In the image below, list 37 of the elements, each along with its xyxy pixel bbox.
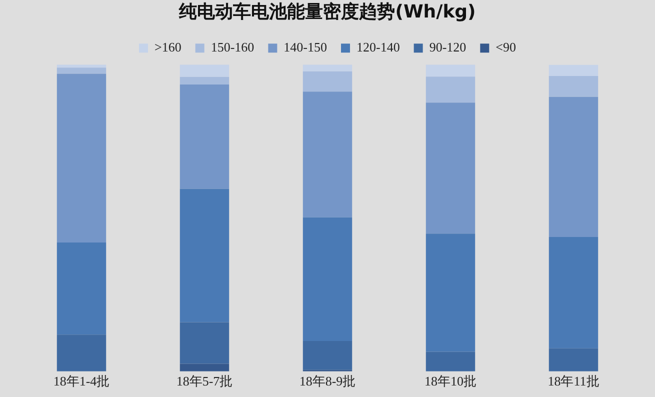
bar (548, 96, 598, 238)
legend-label: 90-120 (429, 40, 466, 55)
legend-label: 120-140 (356, 40, 400, 55)
bar (302, 341, 352, 370)
x-tick-label: 18年11批 (548, 374, 600, 389)
bar (548, 64, 598, 76)
bar (302, 71, 352, 92)
legend-label: >160 (154, 40, 182, 55)
bar (548, 237, 598, 348)
bar (302, 92, 352, 218)
bar (302, 217, 352, 342)
bar (426, 352, 476, 372)
legend-label: 140-150 (284, 40, 328, 55)
bar (426, 102, 476, 234)
bar (426, 64, 476, 77)
bar (180, 364, 230, 372)
bar (302, 64, 352, 72)
legend-label: <90 (496, 40, 516, 55)
bar (426, 234, 476, 352)
bar (180, 64, 230, 77)
legend-label: 150-160 (210, 40, 254, 55)
bar (180, 188, 230, 322)
bar (426, 76, 476, 103)
chart-title: 纯电动车电池能量密度趋势(Wh/kg) (178, 1, 476, 22)
bar (548, 76, 598, 97)
bar (180, 322, 230, 364)
bar (56, 68, 106, 74)
bar (56, 242, 106, 335)
x-tick-label: 18年5-7批 (176, 374, 233, 389)
bar (56, 334, 106, 372)
bar (56, 74, 106, 243)
x-tick-label: 18年10批 (424, 374, 476, 389)
bar (180, 76, 230, 85)
bar (548, 348, 598, 372)
x-tick-label: 18年1-4批 (53, 374, 110, 389)
x-tick-label: 18年8-9批 (299, 374, 356, 389)
bar (180, 84, 230, 189)
